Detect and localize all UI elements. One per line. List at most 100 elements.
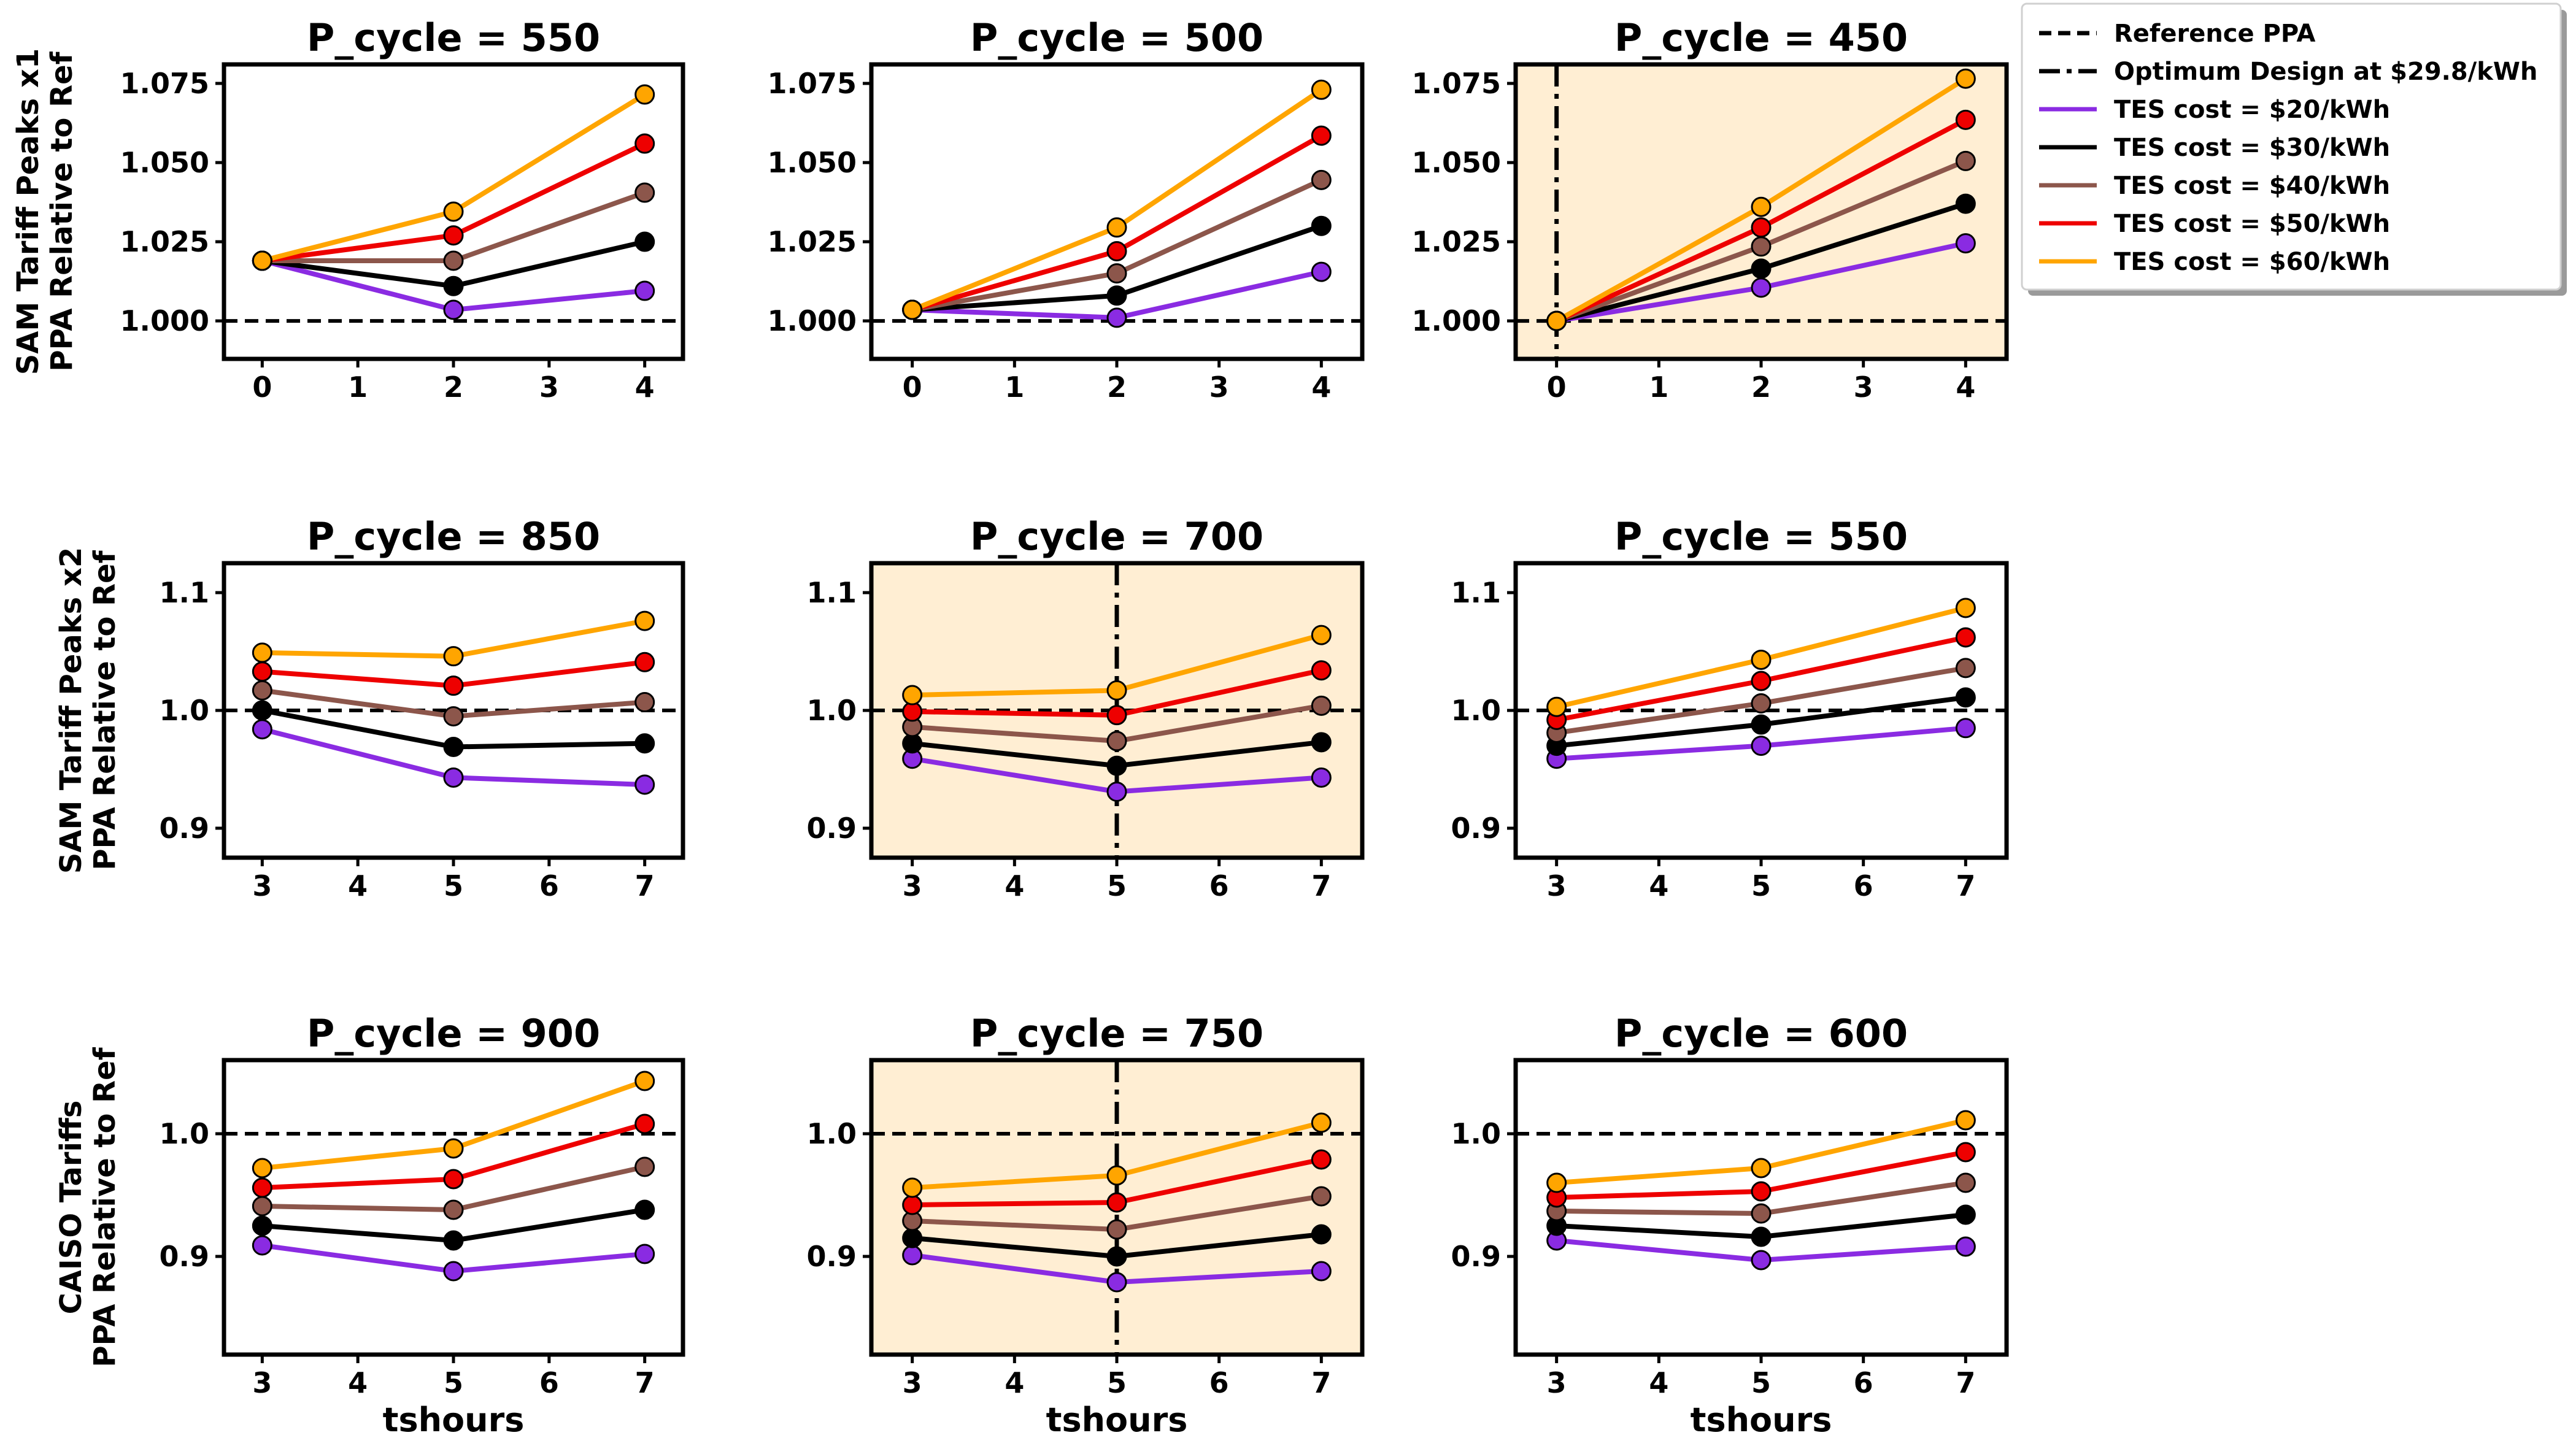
y-tick-label: 1.025 xyxy=(767,225,857,258)
data-point-tes-40 xyxy=(634,692,655,713)
y-tick-label: 1.0 xyxy=(807,1117,857,1150)
data-point-tes-60 xyxy=(252,1158,272,1179)
data-point-tes-20 xyxy=(634,774,655,795)
legend-label: Optimum Design at $29.8/kWh xyxy=(2114,58,2538,86)
data-point-tes-20 xyxy=(252,1235,272,1256)
data-point-tes-20 xyxy=(1751,736,1772,756)
x-tick-label: 5 xyxy=(1107,869,1127,902)
data-point-tes-60 xyxy=(1546,696,1567,717)
data-point-tes-20 xyxy=(1751,1250,1772,1271)
data-point-tes-60 xyxy=(634,84,655,105)
data-point-tes-40 xyxy=(1955,1172,1976,1193)
data-point-tes-50 xyxy=(1751,217,1772,238)
x-tick-label: 0 xyxy=(903,371,922,404)
x-tick-label: 6 xyxy=(1209,869,1229,902)
x-tick-label: 4 xyxy=(1649,1366,1668,1399)
y-tick-label: 1.000 xyxy=(1411,304,1501,337)
plot-area xyxy=(224,1071,683,1282)
data-point-tes-50 xyxy=(1106,241,1127,262)
data-point-tes-20 xyxy=(634,1244,655,1264)
x-axis-label: tshours xyxy=(1691,1401,1832,1439)
subplot-title: P_cycle = 900 xyxy=(307,1011,600,1056)
data-point-tes-60 xyxy=(443,201,464,222)
row-y-axis-label: SAM Tariff Peaks x2 xyxy=(54,547,88,874)
data-point-tes-40 xyxy=(443,1199,464,1220)
y-tick-label: 1.025 xyxy=(120,225,209,258)
data-point-tes-40 xyxy=(634,1156,655,1177)
data-point-tes-20 xyxy=(1955,1236,1976,1257)
y-tick-label: 1.050 xyxy=(1411,146,1501,179)
data-point-tes-20 xyxy=(1955,233,1976,254)
data-point-tes-30 xyxy=(1311,215,1332,236)
data-point-tes-40 xyxy=(1106,1219,1127,1240)
data-point-tes-40 xyxy=(443,706,464,727)
row-y-axis-label: PPA Relative to Ref xyxy=(88,1047,122,1367)
data-point-tes-50 xyxy=(1955,627,1976,648)
data-point-tes-30 xyxy=(443,275,464,296)
data-point-tes-60 xyxy=(443,1138,464,1159)
subplot-4: P_cycle = 850 3 4 5 6 7 0.9 1.0 1.1 xyxy=(160,514,685,902)
legend-label: TES cost = $50/kWh xyxy=(2114,210,2390,238)
x-tick-label: 6 xyxy=(539,869,559,902)
y-tick-label: 1.050 xyxy=(120,146,209,179)
data-point-tes-50 xyxy=(1311,1149,1332,1170)
data-point-tes-30 xyxy=(1106,755,1127,776)
y-tick-label: 1.1 xyxy=(1451,576,1502,609)
data-point-tes-50 xyxy=(443,225,464,246)
x-tick-label: 7 xyxy=(635,869,655,902)
y-tick-label: 1.0 xyxy=(807,694,857,727)
data-point-tes-30 xyxy=(634,231,655,252)
data-point-tes-30 xyxy=(1106,285,1127,306)
data-point-tes-30 xyxy=(1311,732,1332,753)
data-point-tes-40 xyxy=(252,680,272,701)
plot-area xyxy=(871,1060,1362,1355)
x-tick-label: 0 xyxy=(252,371,272,404)
data-point-tes-20 xyxy=(1751,277,1772,298)
data-point-tes-20 xyxy=(1106,307,1127,328)
y-tick-label: 1.075 xyxy=(120,67,209,100)
data-point-tes-30 xyxy=(1955,193,1976,214)
x-tick-label: 6 xyxy=(539,1366,559,1399)
x-tick-label: 4 xyxy=(348,1366,368,1399)
data-point-tes-30 xyxy=(1955,1204,1976,1225)
data-point-tes-30 xyxy=(443,1230,464,1251)
data-point-tes-40 xyxy=(443,250,464,271)
data-point-tes-20 xyxy=(1106,1272,1127,1293)
data-point-tes-50 xyxy=(443,675,464,696)
data-point-tes-60 xyxy=(1751,649,1772,670)
data-point-tes-60 xyxy=(1955,1110,1976,1131)
x-axis-label: tshours xyxy=(1046,1401,1188,1439)
x-tick-label: 7 xyxy=(1311,869,1331,902)
data-point-tes-60 xyxy=(252,250,272,271)
legend-label: TES cost = $60/kWh xyxy=(2114,248,2390,276)
subplot-title: P_cycle = 750 xyxy=(970,1011,1263,1056)
x-tick-label: 3 xyxy=(903,869,922,902)
y-tick-label: 1.0 xyxy=(1451,1117,1502,1150)
data-point-tes-30 xyxy=(443,737,464,758)
y-tick-label: 1.0 xyxy=(1451,694,1502,727)
data-point-tes-50 xyxy=(634,1113,655,1134)
subplot-5: P_cycle = 700 3 4 5 6 7 0.9 1.0 1.1 xyxy=(807,514,1365,902)
data-point-tes-60 xyxy=(252,642,272,663)
plot-area xyxy=(1516,64,2007,359)
data-point-tes-30 xyxy=(252,1215,272,1236)
row-labels: SAM Tariff Peaks x1 PPA Relative to RefSA… xyxy=(11,48,122,1367)
x-tick-label: 3 xyxy=(1209,371,1229,404)
data-point-tes-50 xyxy=(443,1169,464,1190)
data-point-tes-40 xyxy=(1751,693,1772,713)
x-tick-label: 4 xyxy=(1311,371,1331,404)
subplot-title: P_cycle = 700 xyxy=(970,514,1263,559)
x-tick-label: 4 xyxy=(1956,371,1975,404)
plot-area xyxy=(1516,1110,2007,1271)
data-point-tes-60 xyxy=(1546,1172,1567,1193)
data-point-tes-30 xyxy=(1106,1246,1127,1267)
plot-area xyxy=(224,610,683,795)
y-tick-label: 0.9 xyxy=(1451,1240,1502,1273)
x-tick-label: 3 xyxy=(252,1366,272,1399)
data-point-tes-60 xyxy=(902,685,923,706)
y-tick-label: 0.9 xyxy=(807,1240,857,1273)
y-tick-label: 1.075 xyxy=(1411,67,1501,100)
x-tick-label: 3 xyxy=(1547,869,1567,902)
x-tick-label: 3 xyxy=(539,371,559,404)
